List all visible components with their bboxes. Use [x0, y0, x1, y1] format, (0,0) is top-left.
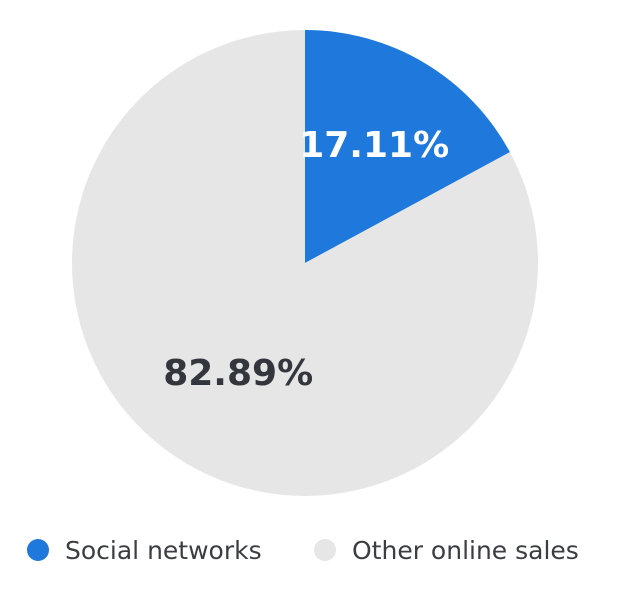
legend-item-social-networks: Social networks	[27, 528, 262, 572]
pie-chart: 17.11% 82.89%	[71, 30, 538, 496]
pie-slice-other-online-sales	[71, 30, 538, 496]
legend-dot-other-online-sales	[314, 539, 336, 561]
legend-item-other-online-sales: Other online sales	[314, 528, 579, 572]
slice-label-social-networks: 17.11%	[299, 125, 449, 166]
slice-label-other-online-sales: 82.89%	[163, 353, 313, 394]
pie-slice-social-networks	[305, 30, 510, 263]
legend: Social networks Other online sales	[0, 528, 626, 572]
legend-label-other-online-sales: Other online sales	[352, 535, 579, 565]
legend-dot-social-networks	[27, 539, 49, 561]
legend-label-social-networks: Social networks	[65, 535, 262, 565]
